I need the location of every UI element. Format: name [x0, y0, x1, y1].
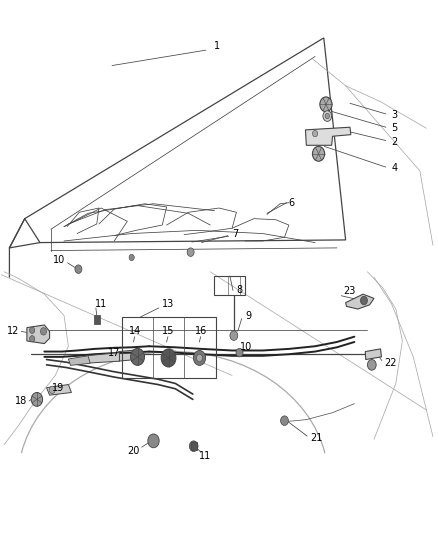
- Circle shape: [194, 351, 205, 366]
- Circle shape: [323, 111, 332, 122]
- Polygon shape: [27, 325, 49, 344]
- Circle shape: [197, 354, 202, 362]
- Circle shape: [360, 296, 367, 305]
- Circle shape: [187, 248, 194, 256]
- Polygon shape: [191, 442, 197, 450]
- Circle shape: [148, 434, 159, 448]
- Text: 17: 17: [108, 348, 120, 358]
- Polygon shape: [68, 356, 90, 366]
- Text: 13: 13: [162, 298, 174, 309]
- Text: 15: 15: [162, 326, 174, 336]
- Text: 9: 9: [245, 311, 251, 321]
- Bar: [122, 317, 216, 378]
- Circle shape: [312, 147, 325, 161]
- Polygon shape: [86, 353, 120, 364]
- Bar: [214, 276, 245, 295]
- Text: 10: 10: [53, 255, 65, 265]
- Text: 11: 11: [95, 298, 107, 309]
- Polygon shape: [346, 294, 374, 309]
- Circle shape: [40, 328, 46, 335]
- Circle shape: [29, 327, 35, 334]
- Text: 1: 1: [214, 41, 220, 51]
- Circle shape: [320, 97, 332, 112]
- Text: 4: 4: [392, 163, 398, 173]
- Text: 14: 14: [129, 326, 141, 336]
- Polygon shape: [119, 350, 136, 361]
- Polygon shape: [365, 349, 381, 360]
- Circle shape: [230, 331, 238, 341]
- Circle shape: [312, 131, 318, 137]
- Circle shape: [236, 349, 243, 357]
- Polygon shape: [46, 384, 71, 395]
- Text: 5: 5: [392, 123, 398, 133]
- Circle shape: [129, 254, 134, 261]
- Circle shape: [131, 349, 145, 366]
- Circle shape: [75, 265, 82, 273]
- Polygon shape: [94, 316, 100, 324]
- Text: 8: 8: [237, 286, 243, 295]
- Text: 19: 19: [52, 383, 64, 393]
- Text: 10: 10: [240, 342, 252, 352]
- Circle shape: [49, 386, 55, 393]
- Text: 2: 2: [392, 136, 398, 147]
- Text: 7: 7: [232, 229, 238, 239]
- Text: 16: 16: [194, 326, 207, 336]
- Circle shape: [281, 416, 288, 425]
- Text: 6: 6: [289, 198, 295, 208]
- Text: 20: 20: [127, 446, 140, 456]
- Circle shape: [161, 349, 176, 367]
- Text: 18: 18: [14, 396, 27, 406]
- Text: 22: 22: [384, 358, 396, 368]
- Circle shape: [29, 336, 35, 342]
- Text: 12: 12: [7, 326, 19, 336]
- Text: 23: 23: [343, 286, 356, 296]
- Text: 11: 11: [199, 451, 212, 461]
- Polygon shape: [305, 127, 351, 146]
- Circle shape: [31, 392, 42, 406]
- Text: 21: 21: [311, 433, 323, 443]
- Circle shape: [367, 360, 376, 370]
- Text: 3: 3: [392, 110, 398, 120]
- Circle shape: [189, 441, 198, 451]
- Circle shape: [325, 114, 329, 119]
